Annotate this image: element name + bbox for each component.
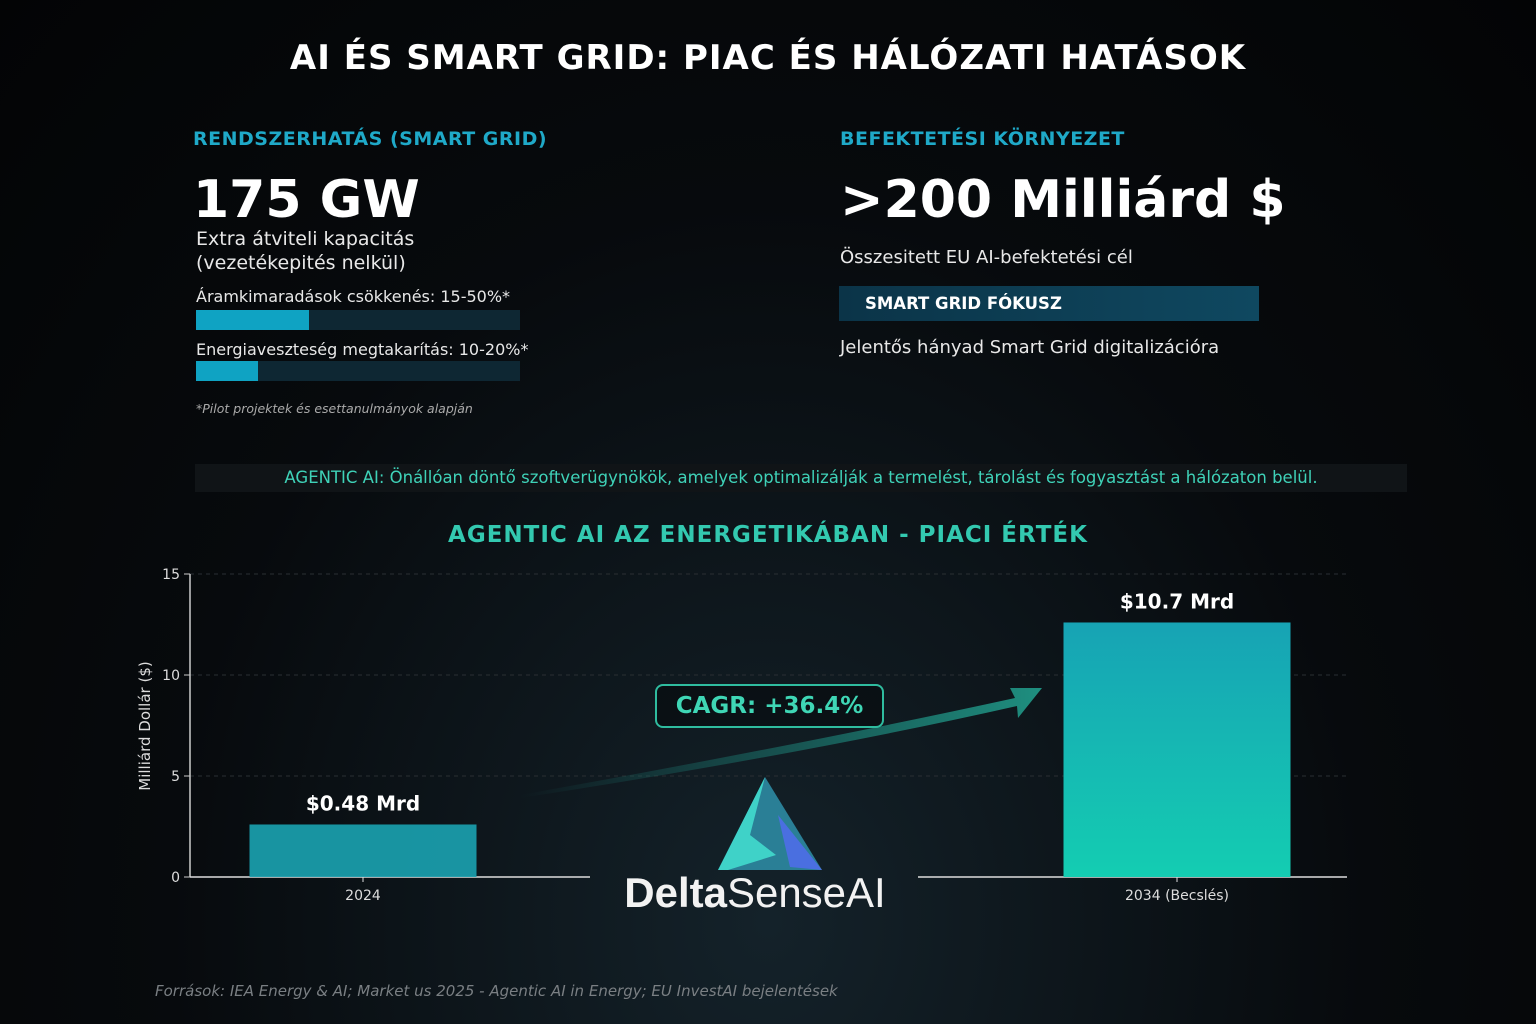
sources-footer: Források: IEA Energy & AI; Market us 202… [155, 982, 838, 1000]
left-heading: RENDSZERHATÁS (SMART GRID) [193, 128, 548, 150]
bar-2024 [249, 824, 477, 877]
data-label: $10.7 Mrd [1120, 589, 1234, 613]
capacity-desc-1: Extra átviteli kapacitás [196, 228, 415, 250]
x-tick-label: 2024 [345, 888, 381, 904]
bar-2034 [1063, 622, 1291, 877]
cagr-annotation: CAGR: +36.4% [655, 684, 884, 728]
capacity-desc-2: (vezetékepités nelkül) [196, 252, 406, 274]
footnote: *Pilot projektek és esettanulmányok alap… [196, 401, 473, 416]
focus-desc: Jelentős hányad Smart Grid digitalizáció… [840, 337, 1220, 358]
y-tick-label: 15 [162, 567, 180, 583]
progress-bar-outage [196, 310, 520, 330]
progress-bar-loss [196, 361, 520, 381]
right-heading: BEFEKTETÉSI KÖRNYEZET [840, 128, 1125, 150]
y-axis-label: Milliárd Dollár ($) [136, 661, 154, 790]
definition-banner: AGENTIC AI: Önállóan döntő szoftverügynö… [195, 464, 1407, 492]
x-tick-label: 2034 (Becslés) [1125, 888, 1229, 904]
progress-fill [196, 310, 310, 330]
progress-fill [196, 361, 258, 381]
logo: DeltaSenseAI [600, 775, 910, 919]
y-tick-label: 10 [162, 668, 180, 684]
focus-badge: SMART GRID FÓKUSZ [839, 286, 1259, 321]
y-tick-label: 0 [171, 870, 180, 886]
investment-value: >200 Milliárd $ [840, 170, 1286, 230]
capacity-value: 175 GW [193, 170, 420, 230]
growth-arrow [520, 688, 1042, 798]
investment-desc: Összesitett EU AI-befektetési cél [840, 247, 1133, 268]
y-tick-label: 5 [171, 769, 180, 785]
svg-text:DeltaSenseAI: DeltaSenseAI [624, 869, 885, 915]
chart-title: AGENTIC AI AZ ENERGETIKÁBAN - PIACI ÉRTÉ… [448, 522, 1088, 548]
metric-label-outage: Áramkimaradások csökkenés: 15-50%* [196, 287, 511, 306]
delta-logo-icon: DeltaSenseAI [624, 777, 886, 916]
page-title: AI ÉS SMART GRID: PIAC ÉS HÁLÓZATI HATÁS… [289, 38, 1247, 78]
data-label: $0.48 Mrd [306, 791, 420, 815]
metric-label-loss: Energiaveszteség megtakarítás: 10-20%* [196, 340, 529, 359]
